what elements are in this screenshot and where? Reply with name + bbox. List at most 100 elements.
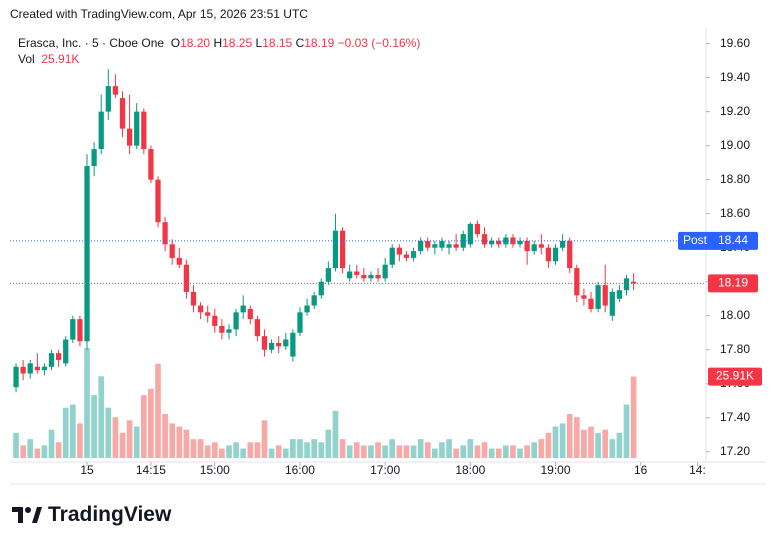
candle-body: [268, 342, 275, 350]
volume-bar: [481, 442, 488, 458]
candle-body: [368, 274, 374, 279]
volume-bar: [233, 442, 239, 458]
volume-bar: [403, 445, 410, 458]
volume-value: 25.91K: [41, 52, 80, 66]
candle-body: [162, 222, 168, 245]
candle-body: [517, 240, 523, 245]
candle-body: [318, 281, 324, 296]
candle-body: [290, 332, 296, 357]
y-tick-label: 18.00: [720, 308, 750, 322]
candle-body: [283, 339, 289, 347]
candle-body: [13, 366, 19, 388]
ohlc-value: 18.20: [180, 36, 211, 50]
x-tick-label: 16: [634, 463, 648, 477]
volume-bar: [254, 442, 261, 458]
volume-bar: [602, 429, 609, 458]
candle-body: [453, 244, 459, 248]
volume-bar: [311, 439, 318, 458]
candle-body: [84, 166, 90, 342]
volume-bar: [538, 439, 545, 458]
candle-body: [91, 149, 97, 167]
volume-bar: [588, 426, 594, 458]
candle-body: [297, 312, 303, 333]
candle-body: [212, 315, 218, 326]
volume-bar: [616, 432, 623, 458]
volume-bar: [162, 414, 168, 458]
legend-row: Erasca, Inc. · 5 · Cboe One O18.20 H18.2…: [18, 35, 420, 51]
candle-body: [489, 240, 495, 245]
y-tick-label: 17.20: [720, 444, 750, 458]
candle-body: [339, 230, 346, 269]
candle-body: [134, 111, 140, 146]
volume-bar: [396, 445, 403, 458]
candle-body: [496, 240, 502, 245]
y-tick-label: 19.60: [720, 36, 750, 50]
candle-body: [70, 319, 76, 340]
candle-body: [112, 86, 119, 95]
y-tick-label: 19.20: [720, 104, 750, 118]
volume-bar: [368, 445, 374, 458]
candle-body: [432, 244, 438, 248]
candle-body: [34, 366, 40, 371]
volume-bar: [268, 448, 275, 458]
volume-bar: [332, 410, 339, 458]
candle-body: [190, 291, 197, 306]
candle-body: [467, 223, 473, 245]
candle-body: [48, 353, 55, 367]
volume-bar: [375, 442, 381, 458]
volume-bar: [552, 426, 559, 458]
y-tick-label: 19.00: [720, 138, 750, 152]
ohlc-value: 18.15: [262, 36, 293, 50]
volume-bar: [453, 448, 459, 458]
volume-bar: [226, 445, 232, 458]
volume-bar: [84, 348, 90, 458]
candle-body: [347, 271, 353, 279]
volume-bar: [424, 442, 431, 458]
volume-bar: [69, 404, 76, 458]
volume-bar: [609, 439, 616, 458]
x-tick-label: 15: [80, 463, 94, 477]
volume-bar: [219, 448, 225, 458]
candle-body: [510, 237, 516, 245]
volume-tag-label: 25.91K: [716, 369, 754, 383]
candle-body: [63, 339, 69, 364]
volume-bar: [20, 445, 26, 458]
volume-bar: [545, 432, 552, 458]
candle-body: [524, 240, 530, 252]
candle-body: [325, 268, 331, 282]
volume-bar: [573, 417, 580, 458]
post-price: 18.44: [718, 233, 748, 247]
volume-bar: [91, 395, 97, 458]
volume-bar: [41, 445, 48, 458]
volume-bar: [325, 429, 332, 458]
ohlc-key: H: [213, 36, 223, 50]
volume-bar: [361, 445, 367, 458]
candle-body: [354, 271, 360, 275]
ohlc-key: C: [295, 36, 305, 50]
volume-bar: [190, 439, 197, 458]
candle-body: [197, 305, 204, 313]
candle-body: [247, 308, 253, 320]
volume-bar: [48, 429, 55, 458]
candle-body: [425, 240, 431, 248]
candle-body: [105, 86, 111, 112]
candle-body: [595, 285, 601, 309]
y-tick-label: 19.40: [720, 70, 750, 84]
volume-bar: [62, 407, 69, 458]
candle-body: [602, 285, 608, 306]
candle-body: [396, 247, 402, 255]
candle-body: [481, 234, 488, 245]
candle-body: [559, 240, 566, 248]
volume-bar: [389, 439, 396, 458]
volume-bar: [531, 442, 538, 458]
last-price-tag: [708, 274, 758, 293]
x-tick-label: 14:15: [136, 463, 166, 477]
candle-body: [176, 257, 182, 265]
brand-logo: [12, 507, 42, 523]
volume-bar: [105, 407, 112, 458]
volume-bar: [261, 420, 268, 458]
candle-body: [332, 230, 339, 269]
volume-bar: [410, 445, 417, 458]
candle-body: [538, 244, 544, 248]
volume-bar: [119, 432, 126, 458]
